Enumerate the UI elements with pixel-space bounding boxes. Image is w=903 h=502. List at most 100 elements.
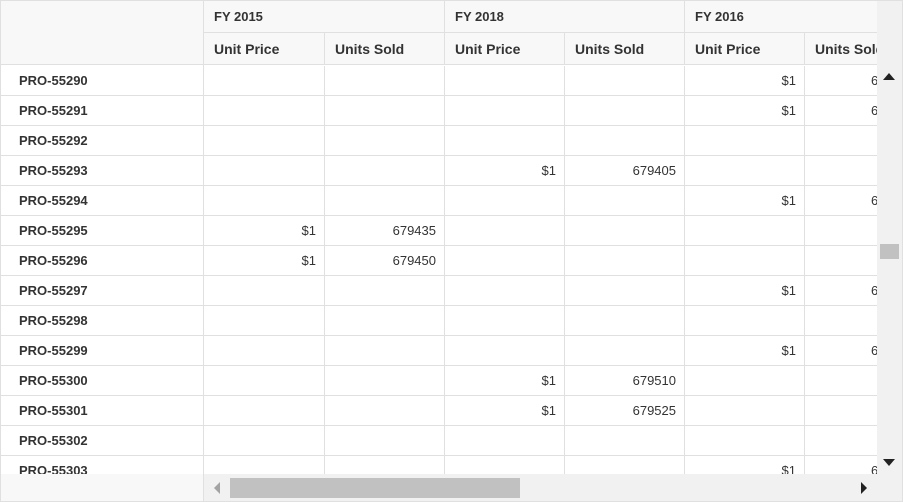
row-header[interactable]: PRO-55297 bbox=[1, 276, 203, 306]
value-cell[interactable]: 6 bbox=[805, 336, 877, 366]
value-cell[interactable] bbox=[204, 426, 325, 456]
value-cell[interactable]: 6 bbox=[805, 66, 877, 96]
value-cell[interactable] bbox=[445, 186, 565, 216]
value-cell[interactable]: 679510 bbox=[565, 366, 685, 396]
value-cell[interactable] bbox=[445, 246, 565, 276]
value-cell[interactable]: 6 bbox=[805, 456, 877, 474]
horizontal-scrollbar[interactable] bbox=[204, 474, 877, 501]
value-cell[interactable] bbox=[445, 216, 565, 246]
value-cell[interactable] bbox=[445, 276, 565, 306]
row-header[interactable]: PRO-55290 bbox=[1, 66, 203, 96]
value-cell[interactable] bbox=[325, 96, 445, 126]
value-cell[interactable]: 679525 bbox=[565, 396, 685, 426]
value-cell[interactable] bbox=[805, 426, 877, 456]
value-cell[interactable] bbox=[445, 336, 565, 366]
vertical-scrollbar[interactable] bbox=[877, 65, 902, 474]
value-cell[interactable] bbox=[204, 366, 325, 396]
value-cell[interactable] bbox=[325, 276, 445, 306]
value-cell[interactable] bbox=[805, 126, 877, 156]
value-cell[interactable]: $1 bbox=[204, 246, 325, 276]
row-header[interactable]: PRO-55293 bbox=[1, 156, 203, 186]
vertical-scroll-thumb[interactable] bbox=[880, 244, 899, 259]
value-cell[interactable] bbox=[685, 366, 805, 396]
value-cell[interactable]: 6 bbox=[805, 186, 877, 216]
value-cell[interactable] bbox=[565, 306, 685, 336]
value-cell[interactable] bbox=[685, 156, 805, 186]
value-cell[interactable]: $1 bbox=[685, 186, 805, 216]
value-cell[interactable]: $1 bbox=[685, 66, 805, 96]
value-cell[interactable] bbox=[805, 396, 877, 426]
value-cell[interactable] bbox=[565, 276, 685, 306]
value-cell[interactable] bbox=[445, 126, 565, 156]
value-cell[interactable] bbox=[204, 306, 325, 336]
value-cell[interactable] bbox=[685, 396, 805, 426]
measure-header-units-sold[interactable]: Units Sold bbox=[325, 33, 445, 64]
value-cell[interactable] bbox=[565, 336, 685, 366]
value-cell[interactable] bbox=[325, 456, 445, 474]
value-cell[interactable]: $1 bbox=[445, 396, 565, 426]
row-header[interactable]: PRO-55298 bbox=[1, 306, 203, 336]
value-cell[interactable]: 6 bbox=[805, 276, 877, 306]
scroll-left-arrow-icon[interactable] bbox=[214, 482, 220, 494]
value-cell[interactable] bbox=[325, 336, 445, 366]
horizontal-scroll-thumb[interactable] bbox=[230, 478, 520, 498]
value-cell[interactable]: $1 bbox=[685, 336, 805, 366]
value-cell[interactable] bbox=[565, 246, 685, 276]
value-cell[interactable] bbox=[805, 246, 877, 276]
value-cell[interactable] bbox=[204, 276, 325, 306]
value-cell[interactable] bbox=[445, 66, 565, 96]
measure-header-unit-price[interactable]: Unit Price bbox=[445, 33, 565, 64]
scroll-right-arrow-icon[interactable] bbox=[861, 482, 867, 494]
row-header[interactable]: PRO-55292 bbox=[1, 126, 203, 156]
value-cell[interactable] bbox=[325, 426, 445, 456]
value-cell[interactable] bbox=[805, 366, 877, 396]
value-cell[interactable] bbox=[445, 456, 565, 474]
value-cell[interactable] bbox=[685, 246, 805, 276]
value-cell[interactable] bbox=[565, 96, 685, 126]
row-header[interactable]: PRO-55295 bbox=[1, 216, 203, 246]
row-header[interactable]: PRO-55294 bbox=[1, 186, 203, 216]
value-cell[interactable] bbox=[204, 66, 325, 96]
scroll-up-arrow-icon[interactable] bbox=[883, 73, 895, 80]
measure-header-units-sold[interactable]: Units Sold bbox=[565, 33, 685, 64]
value-cell[interactable] bbox=[565, 456, 685, 474]
value-cell[interactable] bbox=[204, 456, 325, 474]
value-cell[interactable] bbox=[204, 336, 325, 366]
value-cell[interactable]: 679450 bbox=[325, 246, 445, 276]
value-cell[interactable] bbox=[204, 96, 325, 126]
value-cell[interactable]: 679405 bbox=[565, 156, 685, 186]
value-cell[interactable] bbox=[685, 426, 805, 456]
measure-header-unit-price[interactable]: Unit Price bbox=[204, 33, 325, 64]
column-header-fy2016[interactable]: FY 2016 bbox=[685, 1, 877, 33]
value-cell[interactable] bbox=[325, 366, 445, 396]
row-header[interactable]: PRO-55296 bbox=[1, 246, 203, 276]
value-cell[interactable] bbox=[445, 306, 565, 336]
value-cell[interactable] bbox=[685, 306, 805, 336]
value-cell[interactable] bbox=[565, 216, 685, 246]
value-cell[interactable] bbox=[445, 426, 565, 456]
value-cell[interactable] bbox=[805, 306, 877, 336]
measure-header-unit-price[interactable]: Unit Price bbox=[685, 33, 805, 64]
scroll-down-arrow-icon[interactable] bbox=[883, 459, 895, 466]
value-cell[interactable] bbox=[325, 186, 445, 216]
value-cell[interactable] bbox=[445, 96, 565, 126]
value-cell[interactable] bbox=[565, 426, 685, 456]
measure-header-units-sold[interactable]: Units Sold bbox=[805, 33, 877, 64]
value-cell[interactable]: 679435 bbox=[325, 216, 445, 246]
value-cell[interactable] bbox=[565, 126, 685, 156]
value-cell[interactable] bbox=[204, 126, 325, 156]
value-cell[interactable]: 6 bbox=[805, 96, 877, 126]
value-cell[interactable] bbox=[805, 156, 877, 186]
value-cell[interactable] bbox=[685, 126, 805, 156]
row-header[interactable]: PRO-55301 bbox=[1, 396, 203, 426]
value-cell[interactable]: $1 bbox=[445, 156, 565, 186]
value-cell[interactable] bbox=[805, 216, 877, 246]
value-cell[interactable]: $1 bbox=[204, 216, 325, 246]
value-cell[interactable] bbox=[685, 216, 805, 246]
value-cell[interactable] bbox=[325, 156, 445, 186]
value-cell[interactable] bbox=[204, 396, 325, 426]
row-header[interactable]: PRO-55291 bbox=[1, 96, 203, 126]
column-header-fy2018[interactable]: FY 2018 bbox=[445, 1, 685, 33]
value-cell[interactable] bbox=[204, 156, 325, 186]
row-header[interactable]: PRO-55302 bbox=[1, 426, 203, 456]
